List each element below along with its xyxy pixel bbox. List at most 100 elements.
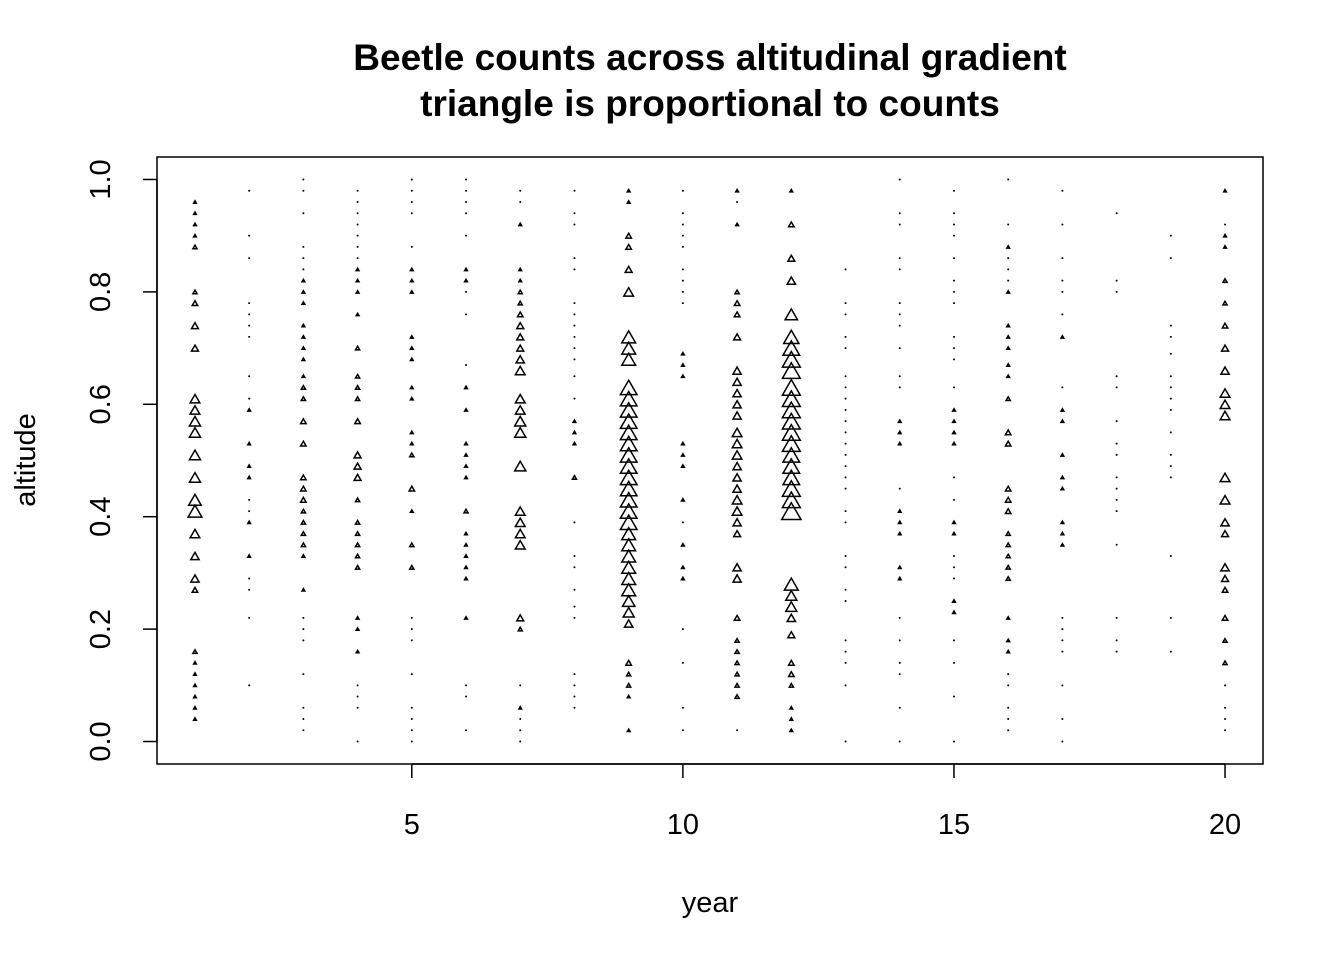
data-point [1115, 639, 1118, 642]
data-point [514, 505, 527, 517]
data-point [302, 616, 305, 619]
data-point [731, 376, 743, 387]
data-point [898, 706, 901, 709]
data-point [898, 178, 901, 181]
data-point [302, 706, 305, 709]
chart-title-line-2: triangle is proportional to counts [420, 83, 1000, 124]
data-point [516, 288, 524, 295]
y-tick-label: 0.4 [85, 497, 117, 537]
data-point [1004, 395, 1012, 402]
data-point [681, 521, 684, 524]
x-axis-label: year [682, 887, 739, 919]
data-point [248, 397, 251, 400]
data-point [1169, 465, 1172, 468]
data-point [514, 364, 527, 376]
data-point [1218, 409, 1232, 421]
data-point [732, 332, 742, 341]
data-point [897, 429, 903, 435]
data-point [573, 313, 576, 316]
data-point [1115, 476, 1118, 479]
data-point [1169, 408, 1172, 411]
data-point [465, 200, 468, 203]
data-point [1004, 484, 1013, 492]
data-point [680, 575, 686, 581]
data-point [898, 347, 901, 350]
data-point [356, 234, 359, 237]
data-point [465, 178, 468, 181]
data-point [897, 508, 903, 514]
y-tick-label: 0.0 [85, 721, 117, 761]
data-point [300, 277, 307, 283]
data-point [1007, 729, 1010, 732]
data-point [1221, 321, 1230, 329]
data-point [192, 693, 198, 699]
data-point [192, 682, 198, 688]
data-point [1059, 452, 1066, 457]
data-point [299, 384, 307, 390]
data-point [465, 729, 468, 732]
data-point [514, 354, 526, 364]
data-point [573, 212, 576, 215]
data-point [248, 335, 251, 338]
data-point [844, 420, 847, 423]
data-point [408, 541, 416, 548]
data-point [519, 189, 522, 192]
data-point [680, 497, 686, 502]
data-point [619, 401, 639, 418]
data-point [898, 257, 901, 260]
data-point [844, 347, 847, 350]
data-point [844, 600, 847, 603]
data-point [1005, 334, 1011, 339]
data-point [619, 513, 639, 531]
data-point [681, 706, 684, 709]
data-point [573, 335, 576, 338]
data-point [1061, 189, 1064, 192]
data-point [1169, 650, 1172, 653]
data-point [621, 594, 637, 608]
data-point [952, 302, 955, 305]
data-point [517, 266, 523, 272]
data-point [463, 440, 469, 446]
data-point [952, 566, 955, 569]
data-point [1061, 386, 1064, 389]
data-point [573, 358, 576, 361]
data-point [951, 407, 957, 412]
data-point [952, 223, 955, 226]
data-point [1115, 650, 1118, 653]
data-point [1005, 322, 1011, 328]
data-point [844, 476, 847, 479]
x-tick-label: 15 [938, 809, 970, 841]
y-tick-label: 0.2 [85, 609, 117, 649]
data-point [781, 468, 801, 486]
data-point [463, 452, 469, 457]
data-point [1061, 718, 1064, 721]
data-point [1007, 178, 1010, 181]
data-point [1059, 407, 1066, 412]
data-point [465, 363, 468, 366]
data-point [1061, 740, 1064, 743]
y-axis: 0.0 0.2 0.4 0.6 0.8 1.0 [85, 159, 158, 762]
data-point [952, 695, 955, 698]
data-point [733, 659, 741, 666]
data-point [844, 684, 847, 687]
data-point [898, 268, 901, 271]
data-point [514, 539, 527, 550]
data-point [844, 639, 847, 642]
data-point [898, 386, 901, 389]
data-point [680, 463, 686, 469]
data-point [952, 347, 955, 350]
data-point [573, 397, 576, 400]
data-point [788, 705, 795, 710]
data-point [844, 408, 847, 411]
data-point [519, 684, 522, 687]
data-point [844, 661, 847, 664]
data-point [785, 275, 797, 285]
data-point [517, 705, 523, 710]
x-axis: 5 10 15 20 [404, 763, 1241, 841]
data-point [681, 234, 684, 237]
data-point [248, 616, 251, 619]
data-point [192, 221, 198, 227]
data-point [248, 313, 251, 316]
data-point [1221, 637, 1229, 643]
data-point [681, 223, 684, 226]
